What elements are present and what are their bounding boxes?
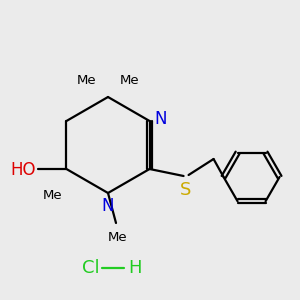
Text: N: N — [102, 197, 114, 215]
Text: HO: HO — [10, 161, 35, 179]
Text: S: S — [180, 181, 191, 199]
Text: Cl: Cl — [82, 259, 100, 277]
Text: H: H — [128, 259, 142, 277]
Text: Me: Me — [120, 74, 140, 87]
Text: Me: Me — [108, 231, 128, 244]
Text: N: N — [154, 110, 167, 128]
Text: Me: Me — [43, 189, 62, 202]
Text: Me: Me — [76, 74, 96, 87]
